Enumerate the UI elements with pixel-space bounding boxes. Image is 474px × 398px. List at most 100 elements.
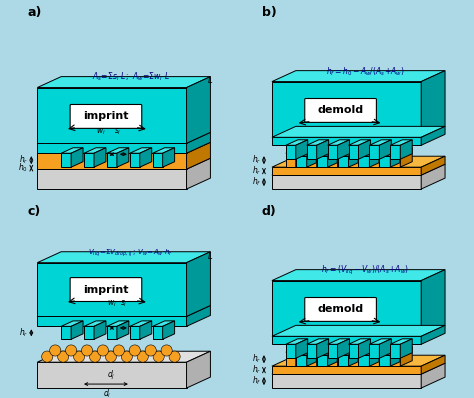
Polygon shape (286, 339, 308, 344)
Polygon shape (107, 326, 117, 339)
Text: $h_r$: $h_r$ (252, 353, 262, 365)
Polygon shape (37, 132, 210, 143)
Polygon shape (358, 351, 379, 355)
Polygon shape (348, 339, 370, 344)
Polygon shape (130, 326, 140, 339)
Circle shape (50, 345, 61, 356)
Polygon shape (307, 148, 328, 153)
Text: $h_r$: $h_r$ (18, 154, 28, 166)
Text: $h_f = (V_{liq}-V_w)/(A_s\!+\!A_w)$: $h_f = (V_{liq}-V_w)/(A_s\!+\!A_w)$ (321, 263, 410, 277)
Polygon shape (163, 321, 174, 339)
Polygon shape (296, 152, 316, 156)
Polygon shape (107, 148, 129, 153)
Polygon shape (317, 351, 337, 355)
Polygon shape (37, 153, 187, 169)
Polygon shape (369, 347, 392, 352)
Text: demold: demold (318, 105, 364, 115)
Polygon shape (337, 347, 349, 366)
Polygon shape (328, 351, 337, 366)
Polygon shape (337, 339, 349, 358)
Text: c): c) (27, 205, 41, 218)
Text: $w_i$: $w_i$ (96, 127, 105, 137)
Polygon shape (153, 326, 163, 339)
Polygon shape (296, 339, 308, 358)
Polygon shape (187, 76, 210, 143)
Polygon shape (421, 363, 445, 388)
Polygon shape (37, 306, 210, 316)
Polygon shape (348, 140, 370, 145)
Circle shape (121, 351, 132, 362)
Text: $h_f = h_0 - A_w/(A_s\!+\!A_w)$: $h_f = h_0 - A_w/(A_s\!+\!A_w)$ (326, 65, 405, 78)
Polygon shape (84, 326, 94, 339)
Polygon shape (187, 252, 210, 316)
Polygon shape (307, 140, 328, 145)
FancyBboxPatch shape (305, 298, 376, 322)
Polygon shape (358, 148, 370, 167)
Polygon shape (317, 148, 328, 167)
Polygon shape (307, 339, 328, 344)
Polygon shape (379, 148, 392, 167)
Polygon shape (187, 351, 210, 388)
Polygon shape (130, 148, 152, 153)
Text: $h_f$: $h_f$ (252, 375, 262, 387)
Circle shape (57, 351, 69, 362)
Polygon shape (390, 344, 400, 358)
Polygon shape (94, 148, 106, 167)
Polygon shape (369, 339, 392, 344)
Polygon shape (71, 321, 83, 339)
Polygon shape (400, 140, 412, 159)
Polygon shape (94, 321, 106, 339)
Polygon shape (296, 351, 316, 355)
Polygon shape (358, 156, 369, 167)
Polygon shape (379, 351, 400, 355)
Polygon shape (286, 140, 308, 145)
Polygon shape (369, 140, 392, 145)
Polygon shape (272, 156, 445, 167)
Circle shape (113, 345, 125, 356)
Circle shape (90, 351, 100, 362)
Polygon shape (272, 127, 445, 137)
Polygon shape (187, 142, 210, 169)
Polygon shape (369, 351, 379, 366)
Polygon shape (390, 339, 412, 344)
Polygon shape (272, 167, 421, 175)
Polygon shape (379, 347, 392, 366)
Text: $L$: $L$ (207, 74, 213, 86)
Polygon shape (348, 145, 358, 159)
Polygon shape (187, 306, 210, 326)
Text: imprint: imprint (83, 285, 129, 295)
Polygon shape (337, 148, 349, 167)
Polygon shape (272, 164, 445, 175)
Polygon shape (328, 347, 349, 352)
Polygon shape (37, 252, 210, 263)
Polygon shape (369, 153, 379, 167)
Polygon shape (317, 140, 328, 159)
Polygon shape (348, 153, 358, 167)
Polygon shape (272, 270, 445, 281)
Polygon shape (400, 339, 412, 358)
Polygon shape (187, 158, 210, 189)
Polygon shape (272, 355, 445, 366)
Polygon shape (187, 132, 210, 153)
Polygon shape (140, 321, 152, 339)
Circle shape (169, 351, 180, 362)
Text: $h_f$: $h_f$ (252, 176, 262, 188)
Polygon shape (369, 148, 392, 153)
Polygon shape (328, 148, 349, 153)
Polygon shape (379, 156, 390, 167)
Polygon shape (369, 145, 379, 159)
Circle shape (137, 351, 148, 362)
Polygon shape (37, 143, 187, 153)
Polygon shape (37, 169, 187, 189)
Polygon shape (421, 270, 445, 336)
Polygon shape (400, 347, 412, 366)
Polygon shape (107, 321, 129, 326)
Circle shape (65, 345, 77, 356)
Polygon shape (117, 148, 129, 167)
Text: $w_i$: $w_i$ (107, 299, 117, 310)
Polygon shape (369, 352, 379, 366)
Polygon shape (421, 326, 445, 344)
Polygon shape (307, 145, 317, 159)
Text: $s_i$: $s_i$ (119, 299, 127, 310)
Circle shape (82, 345, 92, 356)
